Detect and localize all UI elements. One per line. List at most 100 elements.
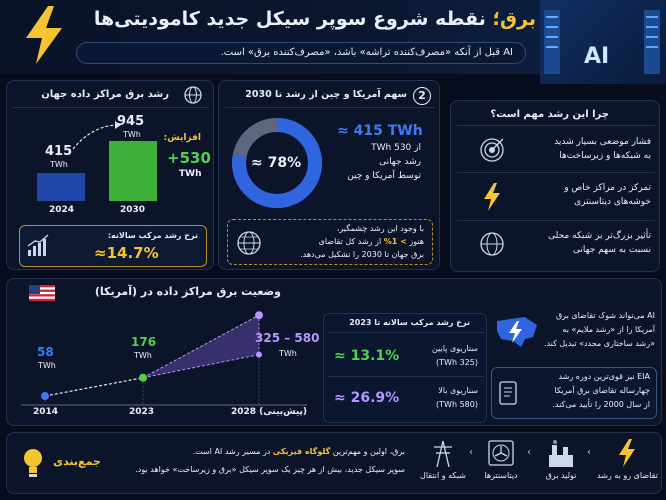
point-2028-high [255,311,263,320]
increase-label: افزایش: [163,133,201,143]
chain-item-label: تقاضای رو به رشد [597,471,658,480]
series-line-high [142,314,260,379]
why-panel-title: چرا این رشد مهم است؟ [490,109,609,120]
datacenter-banner: AI [540,0,666,84]
high-scenario-value: ≈ 26.9% [334,390,400,406]
growth-panel-title: رشد برق مراکز داده جهان [41,89,169,100]
bar-2024-unit: TWh [50,160,68,169]
low-scenario-sub: (325 TWh) [436,358,478,367]
subtitle-pill: AI قبل از آنکه «مصرف‌کننده تراشه» باشد، … [76,42,526,64]
share-note-highlight: > 1% [383,237,407,246]
bar-2024-value: 415 [45,144,73,159]
why-item-line1: تأثیر بزرگ‌تر بر شبکه محلی [548,231,651,241]
lightbulb-icon [24,449,42,477]
cagr-label: نرخ رشد مرکب سالانه: [107,231,198,240]
header: AI برق؛ نقطه شروع سوپر سیکل جدید کامودیت… [0,0,666,84]
eia-note-line2: چهارساله تقاضای برق آمریکا [554,386,650,395]
share-note-line2-pre: هنوز [409,237,424,246]
year-2028: 2028 (پیش‌بینی) [231,407,308,417]
share-stat-value: ≈ 415 TWh [337,123,423,139]
low-scenario-value: ≈ 13.1% [334,348,400,364]
share-donut [232,118,322,208]
why-panel: چرا این رشد مهم است؟ فشار موضعی بسیار شد… [450,100,660,272]
chain-item: تقاضای رو به رشد [597,439,658,491]
increase-value: +530 [167,149,211,167]
summary-line2: سوپر سیکل جدید، بیش از هر چیز یک سوپر سی… [135,465,405,474]
bar-2030-unit: TWh [123,130,141,139]
power-plant-icon [549,440,573,467]
share-panel-number: 2 [413,87,431,105]
low-scenario-label: سناریوی پایین [432,344,478,353]
chain-arrow: ‹ [527,447,531,458]
cagr-box: نرخ رشد مرکب سالانه: ≈14.7% [19,225,207,267]
point-2028-value: 325 – 580 [255,331,320,345]
bar-2024 [37,173,85,201]
document-icon [499,381,517,405]
bar-2030-value: 945 [117,114,145,129]
why-item-line2: به شبکه‌ها و زیرساخت‌ها [559,151,651,161]
summary-line1: برق، اولین و مهم‌ترین گلوگاه فیزیکی در م… [193,447,405,456]
rising-chart-icon [27,234,49,256]
point-2023-value: 176 [131,335,157,349]
us-panel-title: وضعیت برق مراکز داده در (آمریکا) [94,285,281,298]
lightning-bolt-icon [26,6,62,64]
ai-note-line2: آمریکا را از «رشد ملایم» به [562,325,655,334]
globe-grid-icon [237,231,261,255]
us-panel: وضعیت برق مراکز داده در (آمریکا) 58 TWh … [6,278,662,426]
cagr-table-title: نرخ رشد مرکب سالانه تا 2023 [349,318,470,327]
eia-note-line1: EIA نیز قوی‌ترین دوره رشد [558,372,650,381]
share-note-line2-post: از رشد کل تقاضای [318,237,382,246]
chain-item-label: تولید برق [545,471,577,480]
donut-label: ≈ 78% [251,155,302,171]
projection-range [143,315,259,378]
share-stat-line1: از 530 TWh [371,143,421,153]
banner-ai-text: AI [584,44,610,69]
chain-arrow: ‹ [587,447,591,458]
ai-note-line1: AI می‌تواند شوک تقاضای برق [555,311,655,320]
why-item: فشار موضعی بسیار شدید به شبکه‌ها و زیرسا… [457,129,655,173]
summary-highlight: گلوگاه فیزیکی [272,447,331,456]
share-stat-line2: رشد جهانی [379,157,421,167]
cagr-table: نرخ رشد مرکب سالانه تا 2023 سناریوی پایی… [323,313,487,423]
why-item-line2: خوشه‌های دیتاسنتری [574,197,651,207]
point-2023 [139,373,147,382]
point-2014 [41,392,49,401]
bar-2030-year: 2030 [120,205,146,215]
year-2023: 2023 [129,407,155,417]
cagr-value: ≈14.7% [94,244,159,262]
share-stat-line3: توسط آمریکا و چین [347,171,421,181]
share-panel-title: سهم آمریکا و چین از رشد تا 2030 [245,89,407,100]
chain-item-label: شبکه و انتقال [420,471,466,480]
high-scenario-label: سناریوی بالا [438,386,478,395]
share-panel: 2 سهم آمریکا و چین از رشد تا 2030 ≈ 78% … [218,80,440,270]
page-title: برق؛ نقطه شروع سوپر سیکل جدید کامودیتی‌ه… [76,8,536,30]
title-main: نقطه شروع سوپر سیکل جدید کامودیتی‌ها [93,8,486,30]
globe-grid-icon [480,232,504,256]
us-flag-icon [29,285,55,301]
bar-2024-year: 2024 [49,205,75,215]
us-map-lightning-icon [497,317,537,347]
increase-unit: TWh [179,169,202,179]
globe-icon [184,86,202,104]
summary-title: جمع‌بندی [53,455,101,468]
ai-note-line3: «رشد ساختاری مجدد» تبدیل کند. [543,339,655,348]
chain-arrow: ‹ [469,447,473,458]
point-2028-low [256,351,262,358]
why-item-line2: نسبت به سهم جهانی [572,245,651,255]
lightning-icon [484,183,500,211]
year-2014: 2014 [33,407,59,417]
why-item-line1: تمرکز در مراکز خاص و [564,183,651,193]
share-note-line1: با وجود این رشد چشمگیر، [336,224,424,233]
point-2014-unit: TWh [38,361,56,370]
title-prefix: برق؛ [492,8,536,30]
point-2014-value: 58 [37,345,54,359]
point-2028-unit: TWh [279,349,297,358]
chain-item: تولید برق [535,439,587,491]
why-item-line1: فشار موضعی بسیار شدید [554,137,651,147]
chain-item: دیتاسنترها [475,439,527,491]
series-line-actual [44,377,144,397]
chain-item-label: دیتاسنترها [484,471,518,480]
point-2023-unit: TWh [134,351,152,360]
summary-line1-post: در مسیر رشد AI است. [192,447,271,456]
share-note-line2: هنوز > 1% از رشد کل تقاضای [319,237,424,246]
